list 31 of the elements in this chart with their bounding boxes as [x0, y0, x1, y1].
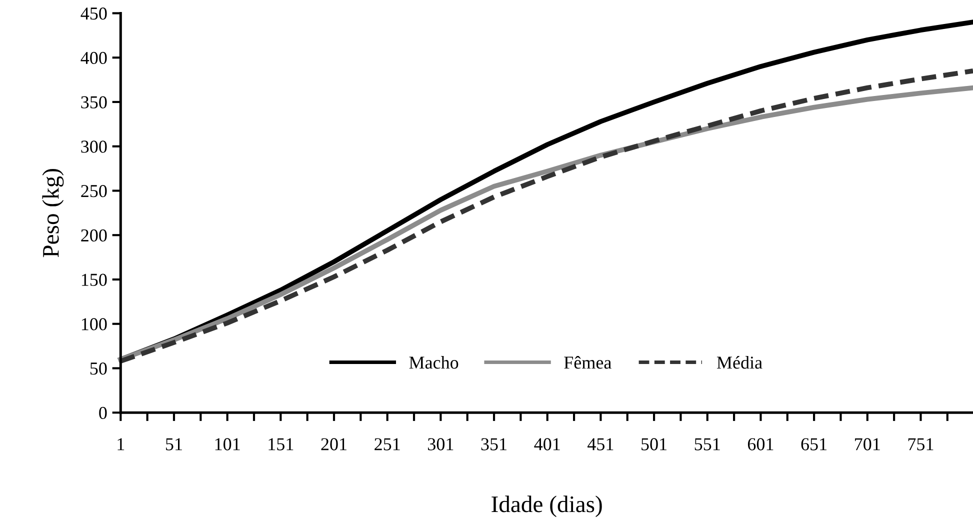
- x-tick-label: 451: [588, 438, 614, 450]
- y-tick-label: 250: [81, 184, 107, 198]
- legend-label: Fêmea: [564, 356, 612, 369]
- y-axis-title: Peso (kg): [42, 169, 64, 258]
- x-tick-label: 501: [642, 438, 666, 450]
- x-tick-label: 601: [748, 438, 774, 450]
- x-tick-label: 351: [481, 438, 506, 450]
- y-tick-label: 200: [81, 229, 107, 242]
- x-tick-label: 1: [118, 438, 124, 450]
- y-tick-label: 400: [80, 52, 107, 64]
- x-tick-label: 151: [268, 438, 294, 450]
- y-tick-label: 150: [82, 274, 107, 286]
- x-tick-label: 551: [694, 438, 720, 450]
- y-tick-label: 50: [90, 362, 107, 375]
- y-tick-label: 450: [80, 7, 107, 20]
- x-tick-label: 751: [908, 438, 934, 450]
- y-tick-label: 0: [99, 406, 107, 420]
- x-tick-label: 201: [321, 438, 346, 450]
- x-tick-label: 101: [215, 438, 240, 450]
- legend-label: Macho: [409, 356, 458, 369]
- y-tick-label: 100: [82, 318, 107, 330]
- x-tick-label: 51: [166, 438, 182, 450]
- x-tick-label: 301: [428, 438, 454, 450]
- y-tick-label: 300: [81, 140, 107, 153]
- x-tick-label: 251: [374, 438, 400, 450]
- legend-label: Média: [716, 356, 762, 369]
- y-tick-label: 350: [81, 96, 107, 108]
- x-tick-label: 401: [534, 438, 560, 450]
- x-axis-title: Idade (dias): [492, 496, 602, 518]
- x-tick-label: 651: [801, 438, 827, 450]
- x-tick-label: 701: [855, 438, 880, 450]
